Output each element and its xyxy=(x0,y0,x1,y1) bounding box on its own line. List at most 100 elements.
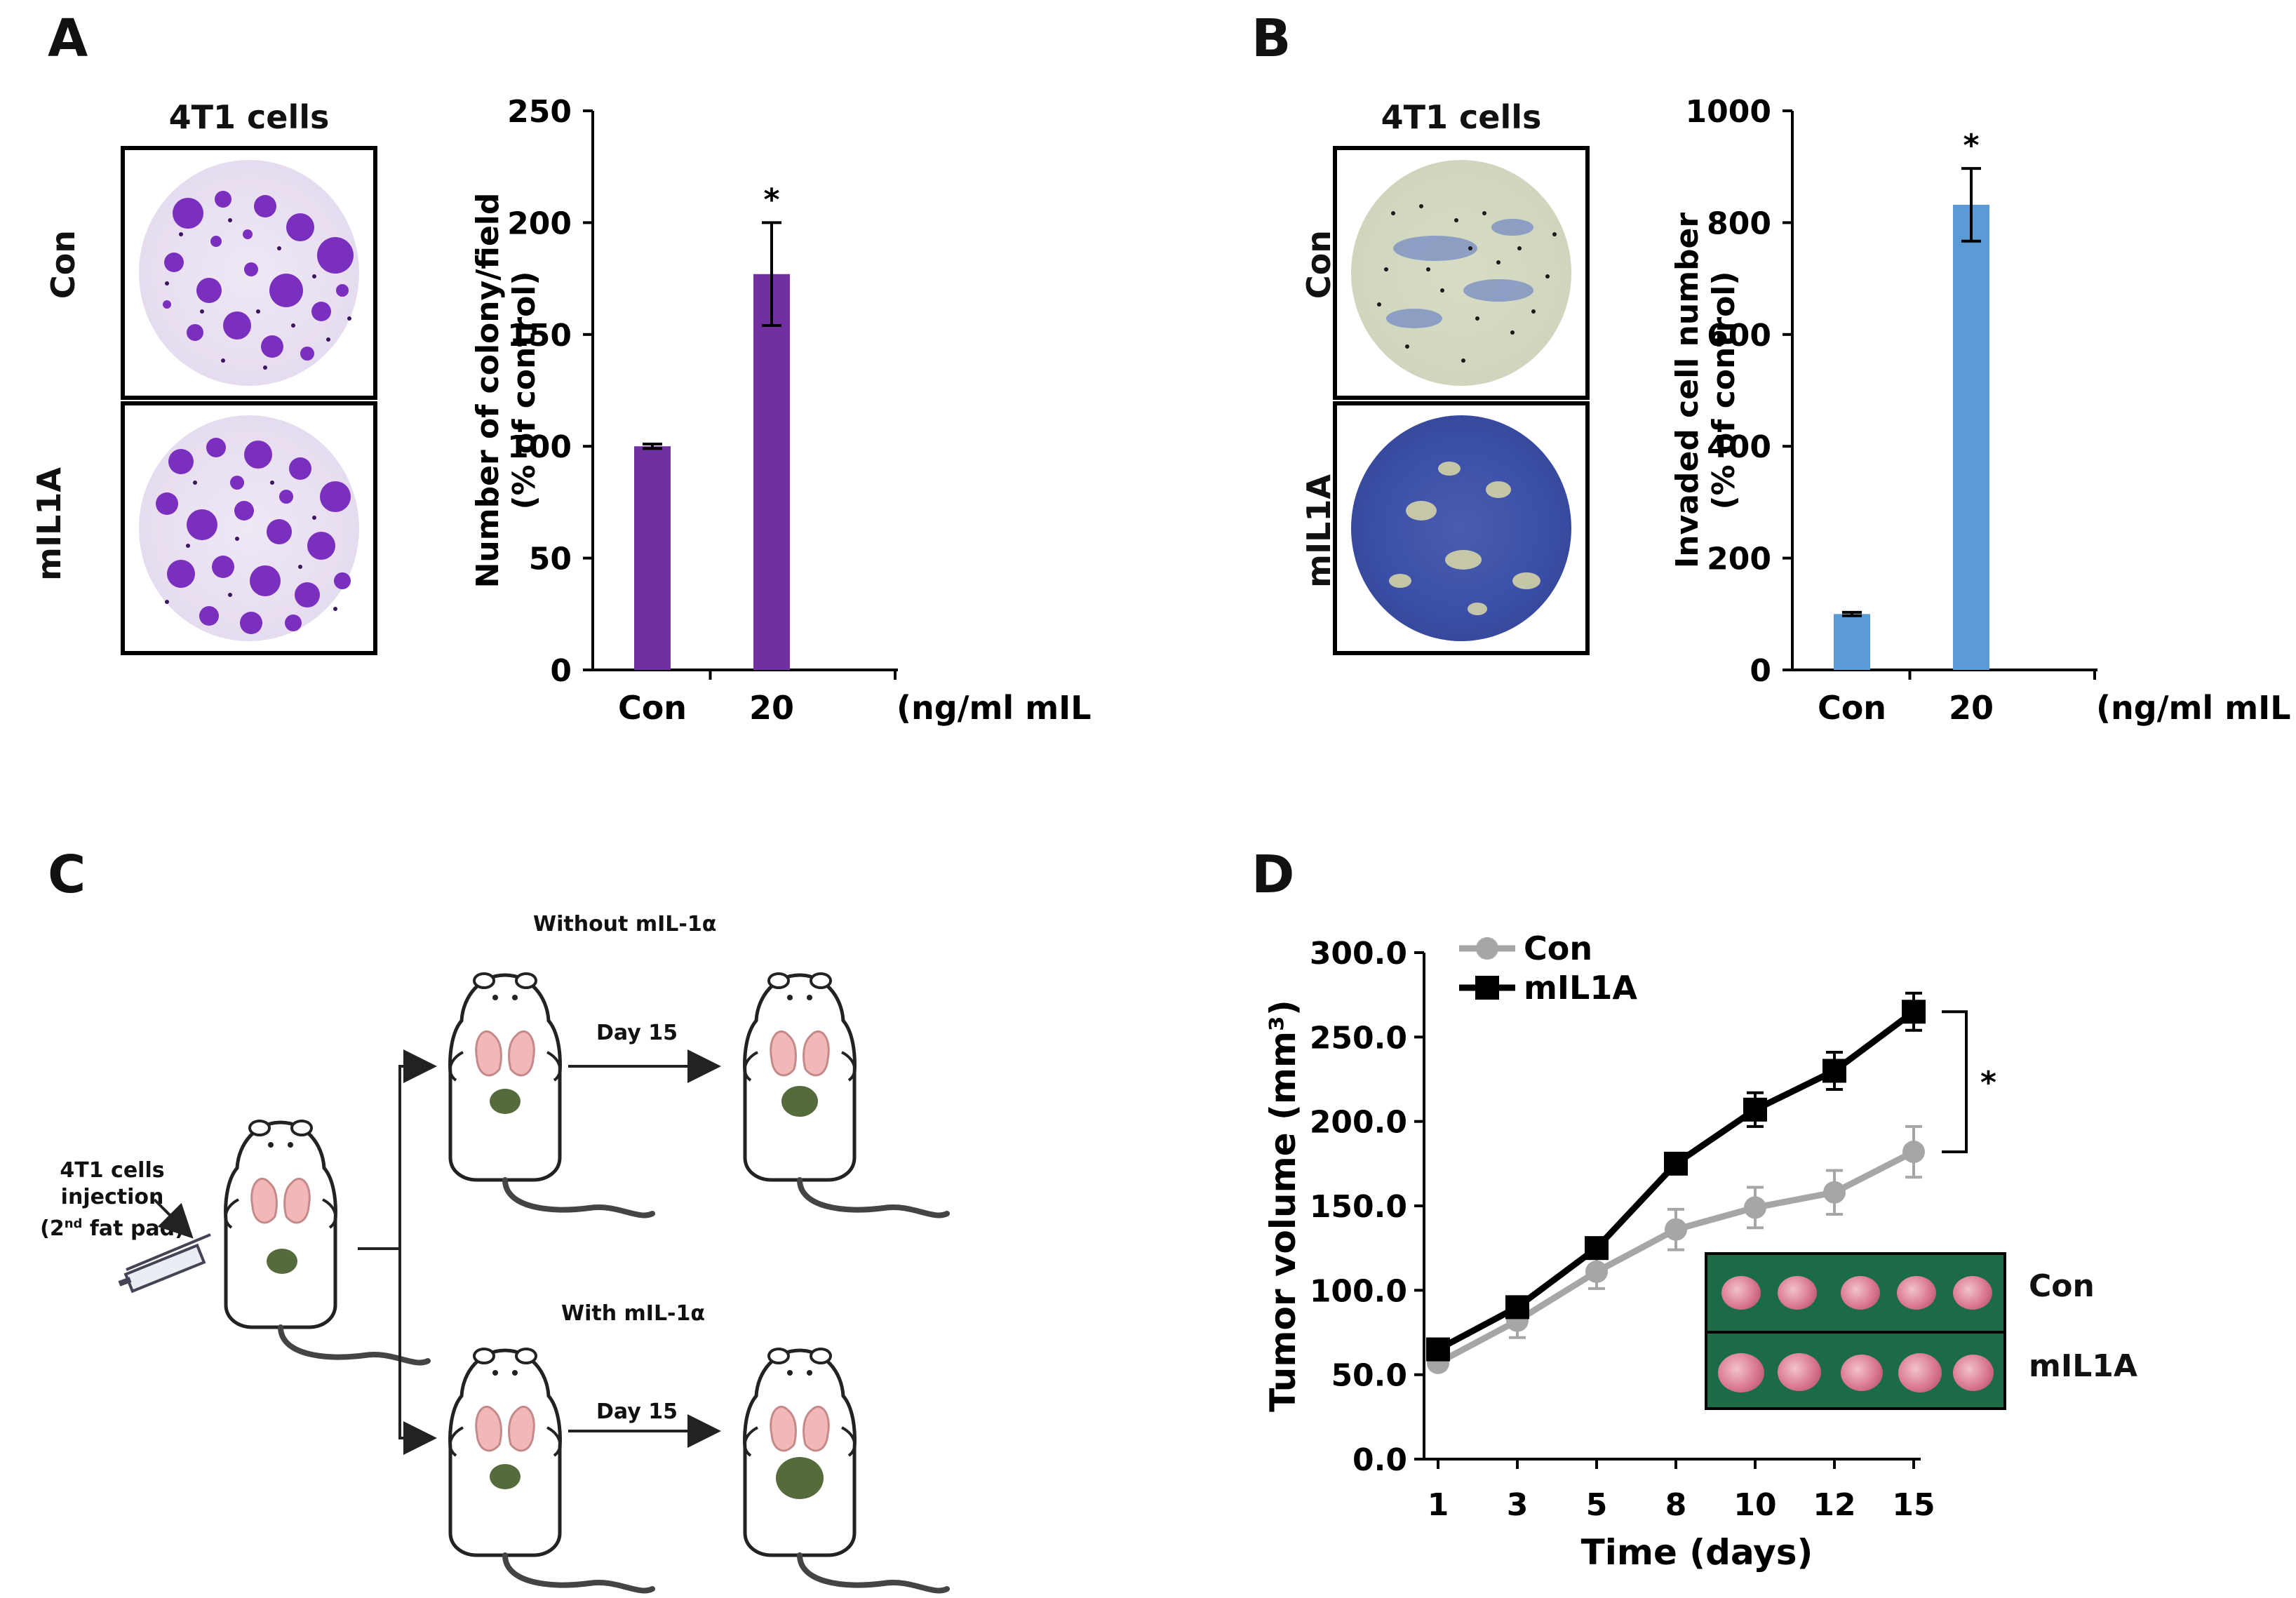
chart-d-point-mil1a xyxy=(1743,1097,1767,1122)
chart-b-y-tick-label: 400 xyxy=(1707,429,1771,465)
invasion-image-con xyxy=(1333,146,1590,400)
chart-a-bar xyxy=(634,446,671,670)
day15-label-bottom: Day 15 xyxy=(596,1399,678,1424)
chart-d-point-con xyxy=(1902,1140,1925,1163)
mouse-with-day15 xyxy=(745,1349,947,1590)
chart-d-point-mil1a xyxy=(1505,1295,1529,1320)
invasion-image-mil1a xyxy=(1333,401,1590,655)
chart-b-y-label: Invaded cell number(% of control) xyxy=(1670,213,1742,568)
chart-d-significance: * xyxy=(1980,1065,1996,1101)
invasion-dish-con xyxy=(1351,160,1571,386)
chart-b-y-tick-label: 200 xyxy=(1707,542,1771,577)
panel-letter-b: B xyxy=(1251,8,1291,69)
chart-b-y-tick-label: 0 xyxy=(1750,653,1771,689)
chart-d-y-tick-label: 50.0 xyxy=(1331,1358,1407,1394)
tumor-mil1a-1 xyxy=(1718,1353,1764,1392)
chart-d-point-con xyxy=(1823,1181,1846,1204)
chart-b-y-tick-label: 800 xyxy=(1707,206,1771,241)
chart-d-x-tick-label: 1 xyxy=(1428,1487,1449,1523)
tumor-con-2 xyxy=(1778,1276,1817,1310)
chart-a-significance: * xyxy=(763,182,779,217)
chart-d-x-tick-label: 12 xyxy=(1813,1487,1855,1523)
chart-b-y-tick-label: 600 xyxy=(1707,318,1771,354)
chart-b-y-tick-label: 1000 xyxy=(1686,94,1771,130)
chart-a-y-label: Number of colony/field(% of control) xyxy=(470,193,542,589)
thumb-label-con: Con xyxy=(2029,1268,2095,1304)
chart-a-y-tick-label: 0 xyxy=(550,653,572,689)
chart-d-point-con xyxy=(1665,1218,1687,1241)
chart-d-y-tick-label: 300.0 xyxy=(1310,936,1407,972)
tumor-mil1a-4 xyxy=(1898,1353,1942,1392)
chart-d-y-tick-label: 250.0 xyxy=(1310,1020,1407,1056)
chart-a-x-unit-label: (ng/ml mIL1A) xyxy=(897,689,1094,727)
panel-a-row-label-mil1a: mIL1A xyxy=(30,467,68,581)
chart-a-x-tick-label: 20 xyxy=(749,689,794,727)
chart-d-point-mil1a xyxy=(1664,1151,1688,1176)
chart-a-y-tick-label: 250 xyxy=(507,94,572,130)
chart-a-bar xyxy=(753,274,790,670)
chart-a-x-tick-label: Con xyxy=(618,689,687,727)
mouse-injected xyxy=(226,1121,428,1362)
chart-d-legend-marker-con xyxy=(1476,937,1498,960)
thumb-label-mil1a: mIL1A xyxy=(2029,1348,2137,1384)
tumor-mil1a-3 xyxy=(1841,1355,1883,1391)
tumor-mil1a-5 xyxy=(1953,1355,1994,1391)
colony-image-con xyxy=(121,146,377,400)
with-mil1a-label: With mIL-1α xyxy=(561,1301,705,1326)
tumor-con-4 xyxy=(1897,1276,1936,1310)
chart-a: 0 50 100 150 200 250 Con * 20 (ng/ml mIL1A) Number… xyxy=(470,94,1094,727)
without-mil1a-label: Without mIL-1α xyxy=(533,912,717,936)
chart-d-y-label: Tumor volume (mm³) xyxy=(1263,1000,1303,1412)
tumor-con-3 xyxy=(1841,1276,1880,1310)
chart-a-y-label-line2: (% of control) xyxy=(506,271,542,510)
mouse-without-day15 xyxy=(745,974,947,1215)
chart-d: 0.0 50.0 100.0 150.0 200.0 250.0 300.0 1 3 5 8 10 12… xyxy=(1263,929,1996,1573)
tumor-mil1a-2 xyxy=(1778,1353,1821,1391)
chart-a-y-tick-label: 50 xyxy=(529,542,572,577)
chart-b: 0 200 400 600 800 1000 Con * 20 (ng/ml mIL1A) Inva… xyxy=(1670,94,2294,727)
chart-d-legend-label-0: Con xyxy=(1524,929,1592,967)
chart-a-y-label-line1: Number of colony/field xyxy=(470,193,506,589)
invasion-dish-mil1a xyxy=(1351,415,1571,641)
chart-a-y-tick-label: 200 xyxy=(507,206,572,241)
chart-d-x-tick-label: 15 xyxy=(1892,1487,1935,1523)
chart-d-y-tick-label: 150.0 xyxy=(1310,1189,1407,1225)
colony-image-mil1a xyxy=(121,401,377,655)
chart-b-bar xyxy=(1953,204,1989,670)
mouse-schematic xyxy=(118,828,982,1598)
chart-d-legend-label-1: mIL1A xyxy=(1524,969,1637,1007)
day15-label-top: Day 15 xyxy=(596,1021,678,1045)
syringe-icon xyxy=(118,1233,211,1294)
panel-letter-c: C xyxy=(48,845,86,905)
tumor-con-1 xyxy=(1721,1276,1761,1310)
chart-b-x-unit-label: (ng/ml mIL1A) xyxy=(2096,689,2294,727)
chart-d-significance-bracket xyxy=(1942,1010,1968,1153)
panel-letter-a: A xyxy=(48,8,88,69)
chart-d-y-tick-label: 100.0 xyxy=(1310,1273,1407,1309)
panel-a-cell-title: 4T1 cells xyxy=(168,98,330,136)
chart-d-x-tick-label: 5 xyxy=(1586,1487,1608,1523)
chart-d-legend-marker-mil1a xyxy=(1475,976,1499,1000)
tumor-con-5 xyxy=(1953,1276,1992,1310)
colony-spots-mil1a xyxy=(156,438,351,634)
chart-b-y-label-line1: Invaded cell number xyxy=(1670,213,1705,568)
injection-label-line1: 4T1 cells injection xyxy=(60,1158,165,1209)
chart-d-x-label: Time (days) xyxy=(1581,1532,1813,1573)
invasion-spots-mil1a xyxy=(1389,462,1540,615)
chart-b-x-tick-label: Con xyxy=(1818,689,1886,727)
chart-d-y-tick-label: 0.0 xyxy=(1352,1442,1407,1478)
panel-b-cell-title: 4T1 cells xyxy=(1381,98,1542,136)
chart-d-point-mil1a xyxy=(1902,1000,1926,1024)
panel-a-row-label-con: Con xyxy=(44,229,82,300)
thumb-divider xyxy=(1707,1331,2003,1334)
mouse-without-day0 xyxy=(450,974,652,1215)
chart-b-bar xyxy=(1834,614,1870,670)
chart-b-significance: * xyxy=(1963,128,1979,163)
invasion-spots-con xyxy=(1377,204,1557,363)
chart-d-point-con xyxy=(1585,1260,1608,1283)
chart-d-x-tick-label: 3 xyxy=(1507,1487,1529,1523)
mouse-with-day0 xyxy=(450,1349,652,1590)
colony-spots-con xyxy=(163,191,354,370)
panel-letter-d: D xyxy=(1251,845,1295,905)
chart-d-point-mil1a xyxy=(1822,1059,1846,1083)
